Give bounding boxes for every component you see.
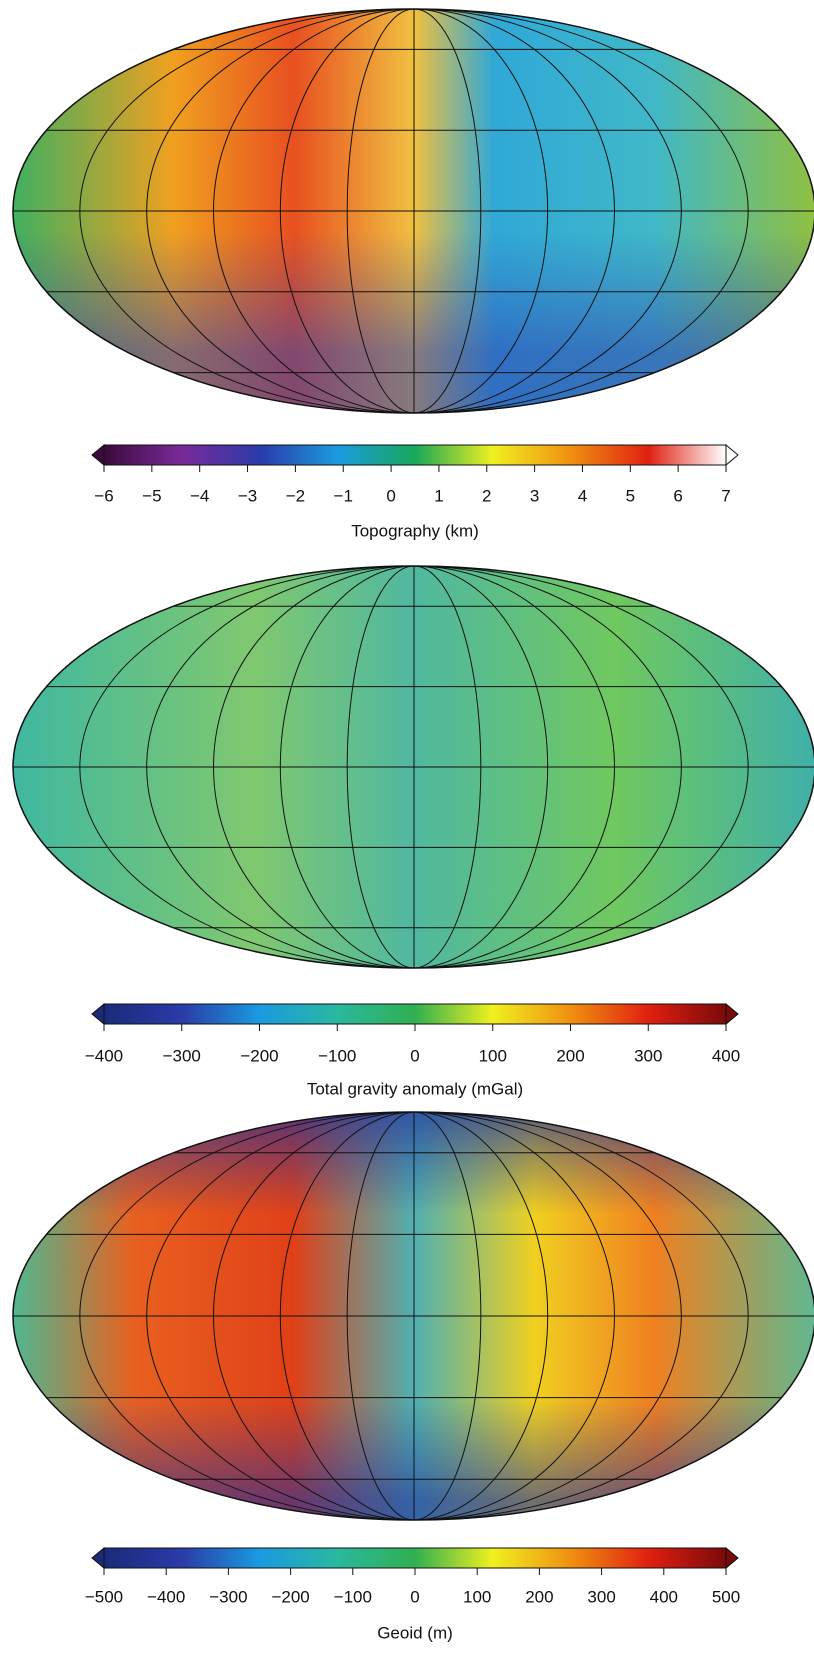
- colorbar-extend-high: [726, 445, 738, 465]
- colorbar: [104, 445, 726, 465]
- colorbar-extend-low: [92, 1548, 104, 1568]
- tick-label: −1: [334, 486, 353, 505]
- tick-label: 100: [479, 1046, 507, 1065]
- tick-label: −400: [147, 1587, 185, 1606]
- colorbar: [104, 1548, 726, 1568]
- tick-label: 3: [530, 486, 539, 505]
- tick-label: −400: [85, 1046, 123, 1065]
- colorbar-title: Topography (km): [351, 521, 479, 540]
- tick-label: −200: [271, 1587, 309, 1606]
- tick-label: 2: [482, 486, 491, 505]
- tick-label: −3: [238, 486, 257, 505]
- figure: −6 −5 −4 −3 −2 −1 0 1 2 3 4 5 6 7 Topography (km) −400 −…: [0, 0, 814, 1660]
- tick-label: −5: [142, 486, 161, 505]
- tick-label: 1: [434, 486, 443, 505]
- tick-label: −200: [240, 1046, 278, 1065]
- tick-label: 6: [673, 486, 682, 505]
- colorbar-extend-high: [726, 1004, 738, 1024]
- tick-label: 7: [721, 486, 730, 505]
- tick-label: 200: [525, 1587, 553, 1606]
- tick-label: −100: [334, 1587, 372, 1606]
- tick-label: −4: [190, 486, 209, 505]
- tick-label: 0: [410, 1587, 419, 1606]
- colorbar: [104, 1004, 726, 1024]
- tick-label: −2: [286, 486, 305, 505]
- tick-label: 4: [578, 486, 587, 505]
- tick-label: 300: [587, 1587, 615, 1606]
- tick-label: −100: [318, 1046, 356, 1065]
- tick-label: −6: [94, 486, 113, 505]
- tick-label: 400: [650, 1587, 678, 1606]
- colorbar-extend-low: [92, 1004, 104, 1024]
- tick-label: 0: [386, 486, 395, 505]
- tick-label: 400: [712, 1046, 740, 1065]
- tick-label: 500: [712, 1587, 740, 1606]
- tick-label: 0: [410, 1046, 419, 1065]
- colorbar-title: Geoid (m): [377, 1623, 453, 1642]
- tick-label: −300: [163, 1046, 201, 1065]
- tick-label: 100: [463, 1587, 491, 1606]
- colorbar-extend-high: [726, 1548, 738, 1568]
- tick-label: −500: [85, 1587, 123, 1606]
- colorbar-extend-low: [92, 445, 104, 465]
- tick-label: 5: [626, 486, 635, 505]
- tick-label: −300: [209, 1587, 247, 1606]
- tick-label: 200: [556, 1046, 584, 1065]
- colorbar-title: Total gravity anomaly (mGal): [307, 1079, 523, 1098]
- tick-label: 300: [634, 1046, 662, 1065]
